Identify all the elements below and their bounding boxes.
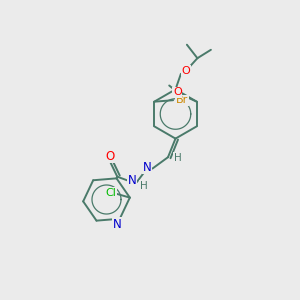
Text: H: H <box>174 153 182 163</box>
Text: O: O <box>173 87 182 97</box>
Text: N: N <box>128 174 136 188</box>
Text: N: N <box>113 218 122 231</box>
Text: O: O <box>182 66 190 76</box>
Text: Br: Br <box>176 95 188 105</box>
Text: Cl: Cl <box>105 188 116 197</box>
Text: O: O <box>173 87 182 97</box>
Text: H: H <box>140 181 147 191</box>
Text: N: N <box>142 161 152 174</box>
Text: Cl: Cl <box>105 188 116 197</box>
Text: H: H <box>174 153 182 163</box>
Text: H: H <box>140 181 147 191</box>
Text: O: O <box>105 149 114 163</box>
Text: O: O <box>182 66 190 76</box>
Text: N: N <box>113 218 122 231</box>
Text: O: O <box>105 149 114 163</box>
Text: Br: Br <box>176 95 188 105</box>
Text: N: N <box>128 174 136 188</box>
Text: N: N <box>142 161 152 174</box>
